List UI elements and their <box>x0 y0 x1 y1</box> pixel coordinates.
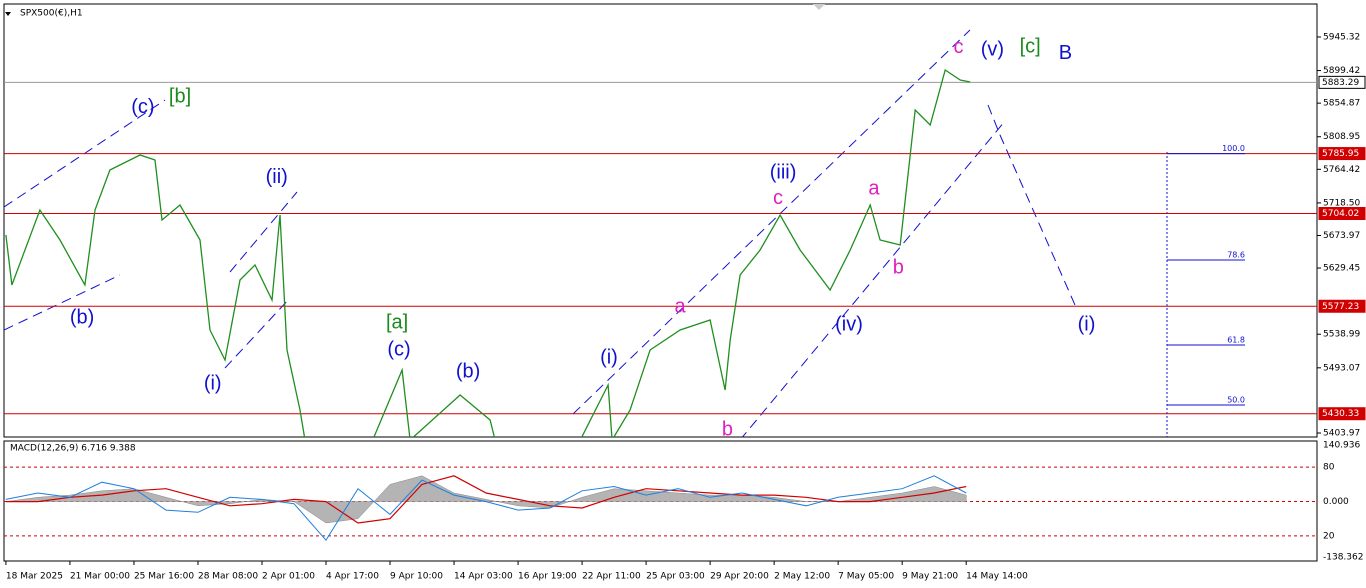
wave-label: (b) <box>456 360 480 382</box>
trendlines <box>4 29 1076 437</box>
y-tick-label: 5629.45 <box>1323 264 1360 274</box>
fib-label: 78.6 <box>1227 250 1245 259</box>
price-level-box <box>1318 206 1366 220</box>
price-level-label: 5430.33 <box>1322 409 1359 419</box>
y-tick-label: 5808.95 <box>1323 132 1360 142</box>
price-level-label: 5883.29 <box>1322 78 1359 88</box>
x-tick-label: 28 Mar 08:00 <box>198 572 258 582</box>
macd-tick-label: 140.936 <box>1323 441 1360 451</box>
y-tick-label: 5718.50 <box>1323 198 1360 208</box>
wave-label: b <box>722 418 733 440</box>
y-tick-label: 5854.87 <box>1323 99 1360 109</box>
y-tick-label: 5538.99 <box>1323 330 1360 340</box>
wave-label: [c] <box>1020 35 1041 57</box>
y-tick-label: 5945.32 <box>1323 32 1360 42</box>
macd-plot <box>4 466 1317 542</box>
wave-label: (iv) <box>835 313 863 335</box>
x-tick-label: 22 Apr 11:00 <box>582 572 641 582</box>
wave-label: [a] <box>386 311 408 333</box>
x-tick-label: 9 May 21:00 <box>902 572 958 582</box>
wave-label: a <box>674 295 686 317</box>
wave-label: (c) <box>131 96 154 118</box>
price-level-box <box>1318 147 1366 161</box>
y-tick-label: 5673.97 <box>1323 231 1360 241</box>
price-level-box <box>1318 75 1366 89</box>
macd-tick-label: 80 <box>1323 463 1335 473</box>
fib-label: 50.0 <box>1227 395 1245 404</box>
symbol-title: SPX500(€),H1 <box>20 9 83 19</box>
price-level-box <box>1318 299 1366 313</box>
wave-label: (b) <box>70 306 94 328</box>
price-line <box>5 68 971 437</box>
wave-label: [b] <box>169 85 191 107</box>
x-tick-label: 2 May 12:00 <box>774 572 830 582</box>
wave-label: (i) <box>600 346 618 368</box>
x-tick-label: 14 May 14:00 <box>966 572 1028 582</box>
wave-label: c <box>954 36 964 58</box>
menu-arrow <box>5 12 11 16</box>
y-tick-label: 5493.07 <box>1323 363 1360 373</box>
x-tick-label: 2 Apr 01:00 <box>262 572 315 582</box>
macd-histogram <box>5 475 967 524</box>
x-tick-label: 9 Apr 10:00 <box>390 572 443 582</box>
macd-tick-label: 0.000 <box>1323 497 1349 507</box>
x-tick-label: 21 Mar 00:00 <box>70 572 130 582</box>
x-tick-label: 7 May 05:00 <box>838 572 894 582</box>
x-tick-label: 25 Mar 16:00 <box>134 572 194 582</box>
wave-label: a <box>868 177 880 199</box>
y-tick-label: 5403.97 <box>1323 428 1360 438</box>
wave-label: (v) <box>981 38 1004 60</box>
price-level-label: 5785.95 <box>1322 149 1359 159</box>
macd-line <box>5 475 967 542</box>
price-level-box <box>1318 407 1366 421</box>
price-level-label: 5704.02 <box>1322 209 1359 219</box>
wave-label: B <box>1059 42 1072 64</box>
macd-tick-label: -138.362 <box>1323 553 1363 563</box>
main-plot <box>4 68 1317 437</box>
y-tick-label: 5764.42 <box>1323 165 1360 175</box>
x-tick-label: 18 Mar 2025 <box>6 572 63 582</box>
wave-label: b <box>893 256 904 278</box>
macd-panel <box>3 440 1318 562</box>
wave-label: (i) <box>1078 313 1096 335</box>
main-panel <box>3 3 1318 438</box>
wave-label: (ii) <box>266 166 288 188</box>
x-tick-label: 25 Apr 03:00 <box>646 572 705 582</box>
fib-label: 61.8 <box>1227 335 1245 344</box>
fib-label: 100.0 <box>1222 144 1245 153</box>
y-tick-label: 5899.42 <box>1323 66 1360 76</box>
x-tick-label: 16 Apr 19:00 <box>518 572 577 582</box>
wave-label: (iii) <box>770 161 797 183</box>
macd-title: MACD(12,26,9) 6.716 9.388 <box>10 444 136 454</box>
x-tick-label: 14 Apr 03:00 <box>454 572 513 582</box>
wave-label: c <box>773 187 783 209</box>
x-tick-label: 4 Apr 17:00 <box>326 572 379 582</box>
x-tick-label: 29 Apr 20:00 <box>710 572 769 582</box>
macd-signal <box>5 475 967 524</box>
wave-label: (c) <box>387 338 410 360</box>
macd-tick-label: 20 <box>1323 531 1335 541</box>
shift-marker <box>813 4 825 10</box>
wave-label: (i) <box>204 372 222 394</box>
price-level-label: 5577.23 <box>1322 302 1359 312</box>
